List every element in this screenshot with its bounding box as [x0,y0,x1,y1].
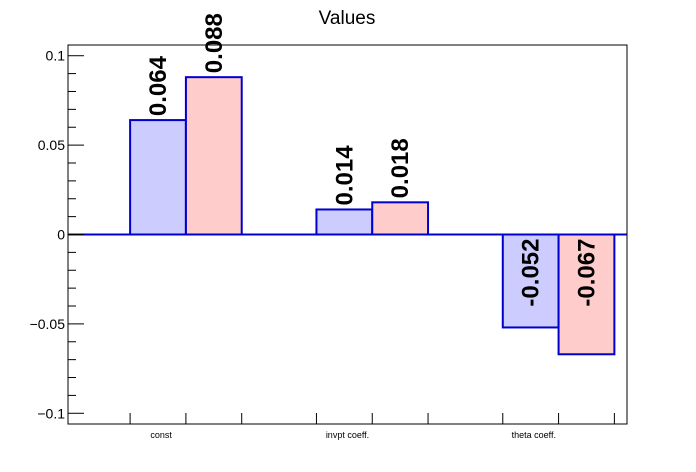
y-tick-label: 0 [57,227,65,243]
y-tick-label: 0.1 [46,48,66,64]
chart-title: Values [319,8,376,29]
value-labels-layer: 0.064 0.014 -0.052 0.088 0.018 -0.067 [145,13,600,306]
bar-3-series-1 [501,233,560,329]
value-label-2-series-2: 0.018 [387,138,414,198]
value-label-1-series-1: 0.064 [145,55,172,116]
bar-2-series-1 [315,208,374,236]
bars-layer [129,76,616,356]
bar-1-series-1 [129,119,187,236]
bar-1-series-2 [184,76,243,236]
value-label-1-series-2: 0.088 [201,13,228,73]
bar-2-series-2 [371,201,430,236]
category-label-3: theta coeff. [512,430,556,440]
category-label-1: const [150,430,172,440]
value-label-3-series-2: -0.067 [573,239,600,307]
y-tick-label: −0.1 [37,405,65,421]
value-label-3-series-1: -0.052 [518,239,545,307]
value-label-2-series-1: 0.014 [331,145,358,206]
category-label-2: invpt coeff. [326,430,369,440]
axes-layer: −0.1 −0.05 0 0.05 0.1 const invpt coeff. theta … [30,44,628,440]
y-tick-label: 0.05 [38,137,65,153]
y-tick-label: −0.05 [30,316,66,332]
bar-3-series-2 [557,233,616,356]
